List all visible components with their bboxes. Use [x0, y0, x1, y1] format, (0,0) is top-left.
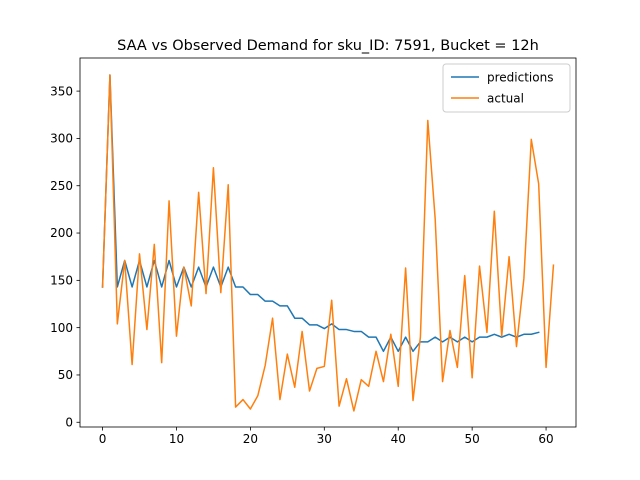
x-tick-label: 0 [99, 432, 107, 446]
y-axis: 0 50 100 150 200 250 300 350 [50, 84, 80, 429]
y-tick-label: 350 [50, 84, 73, 98]
legend-label-actual: actual [487, 91, 524, 105]
axes-frame [79, 57, 577, 428]
y-tick-label: 150 [50, 274, 73, 288]
x-tick-label: 30 [317, 432, 332, 446]
chart-title: SAA vs Observed Demand for sku_ID: 7591,… [117, 38, 539, 54]
x-tick-label: 50 [465, 432, 480, 446]
y-tick-label: 0 [65, 415, 73, 429]
legend-box [442, 63, 571, 113]
plot-lines [101, 74, 555, 412]
y-tick-label: 100 [50, 321, 73, 335]
x-axis: 0 10 20 30 40 50 60 [99, 427, 554, 446]
series-line-actual [101, 74, 555, 412]
y-tick-label: 300 [50, 132, 73, 146]
y-tick-label: 250 [50, 179, 73, 193]
x-tick-label: 20 [243, 432, 258, 446]
x-tick-label: 10 [169, 432, 184, 446]
y-tick-label: 50 [58, 368, 73, 382]
x-tick-label: 60 [538, 432, 553, 446]
y-tick-label: 200 [50, 226, 73, 240]
legend: predictions actual [442, 63, 571, 113]
legend-label-predictions: predictions [487, 70, 553, 84]
x-tick-label: 40 [391, 432, 406, 446]
series-line-predictions [101, 74, 540, 353]
